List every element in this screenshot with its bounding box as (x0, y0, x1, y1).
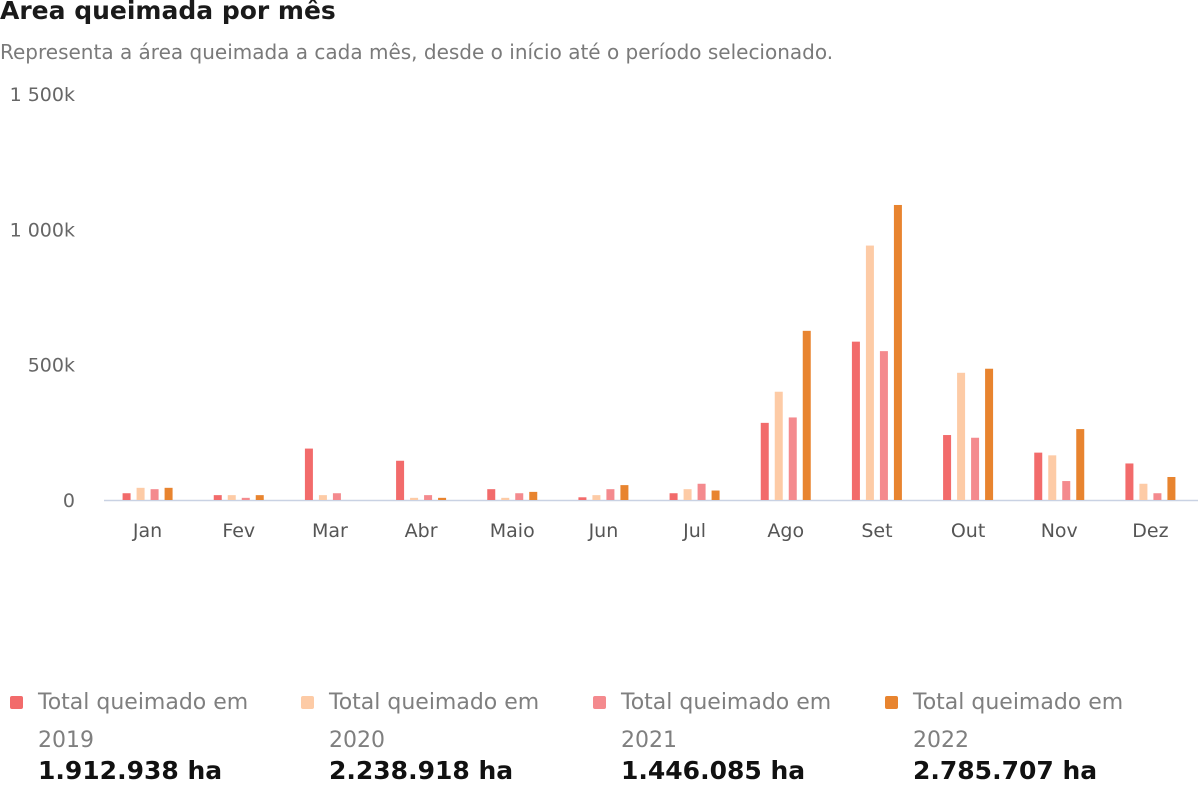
bar (318, 495, 327, 500)
bar (396, 460, 405, 500)
bar (515, 493, 524, 500)
legend-swatch (885, 696, 898, 709)
x-tick-label: Out (951, 520, 985, 542)
bar (606, 489, 615, 500)
bar (957, 372, 966, 500)
legend-label: Total queimado em 2020 (329, 690, 540, 753)
bar (1139, 483, 1148, 500)
bar (501, 497, 510, 500)
bar (1062, 481, 1071, 500)
x-tick-label: Fev (222, 520, 255, 542)
bar (1076, 429, 1085, 500)
legend-swatch (593, 696, 606, 709)
bar (1167, 476, 1176, 500)
x-tick-label: Maio (490, 520, 535, 542)
bar (985, 368, 994, 500)
x-tick-label: Jan (132, 520, 162, 542)
bar (241, 497, 250, 500)
bar (1125, 463, 1134, 500)
bar (879, 351, 888, 500)
bar (774, 391, 783, 500)
bar (487, 489, 496, 500)
bar (1153, 493, 1162, 500)
y-tick-label: 0 (63, 490, 75, 512)
bar (893, 204, 902, 500)
legend-value: 2.785.707 ha (913, 756, 1098, 785)
bar (578, 497, 587, 500)
bar (304, 448, 313, 500)
x-tick-label: Ago (767, 520, 804, 542)
legend-value: 1.912.938 ha (38, 756, 223, 785)
bar (136, 487, 145, 500)
bar (760, 422, 769, 500)
bar (150, 489, 159, 500)
bar (669, 493, 678, 500)
bar (227, 495, 236, 500)
bar (424, 495, 433, 500)
bar (164, 487, 173, 500)
x-tick-label: Set (861, 520, 892, 542)
bar (620, 485, 629, 500)
chart-title: Área queimada por mês (0, 0, 336, 25)
x-tick-label: Abr (405, 520, 438, 542)
x-tick-label: Dez (1132, 520, 1168, 542)
legend-label: Total queimado em 2019 (38, 690, 249, 753)
bar (802, 330, 811, 500)
bar (851, 341, 860, 500)
legend-swatch (301, 696, 314, 709)
y-tick-label: 1 500k (10, 84, 75, 106)
bar (865, 245, 874, 500)
bar (122, 493, 131, 500)
y-tick-label: 1 000k (10, 219, 75, 241)
x-tick-label: Jun (588, 520, 619, 542)
bar (711, 490, 720, 500)
legend-value: 1.446.085 ha (621, 756, 806, 785)
bar (788, 417, 797, 500)
legend-label: Total queimado em 2022 (913, 690, 1124, 753)
bar (255, 495, 264, 500)
legend-value: 2.238.918 ha (329, 756, 514, 785)
y-tick-label: 500k (28, 355, 75, 377)
bar (213, 495, 222, 500)
bar (1048, 455, 1057, 500)
x-tick-label: Mar (312, 520, 348, 542)
x-tick-label: Nov (1041, 520, 1078, 542)
bar (592, 495, 601, 500)
bar (438, 497, 447, 500)
x-tick-label: Jul (682, 520, 706, 542)
bar (1034, 452, 1043, 500)
bar (683, 489, 692, 500)
legend-swatch (10, 696, 23, 709)
bar-chart: 0 500k 1 000k 1 500k Jan Fev Mar Abr Maio Jun Jul A… (10, 84, 1198, 542)
chart-subtitle: Representa a área queimada a cada mês, d… (0, 40, 834, 64)
bar (971, 437, 980, 500)
bar (410, 497, 419, 500)
bar (332, 493, 341, 500)
bar (697, 483, 706, 500)
bar (529, 491, 538, 500)
bar (943, 435, 952, 500)
legend-label: Total queimado em 2021 (621, 690, 832, 753)
